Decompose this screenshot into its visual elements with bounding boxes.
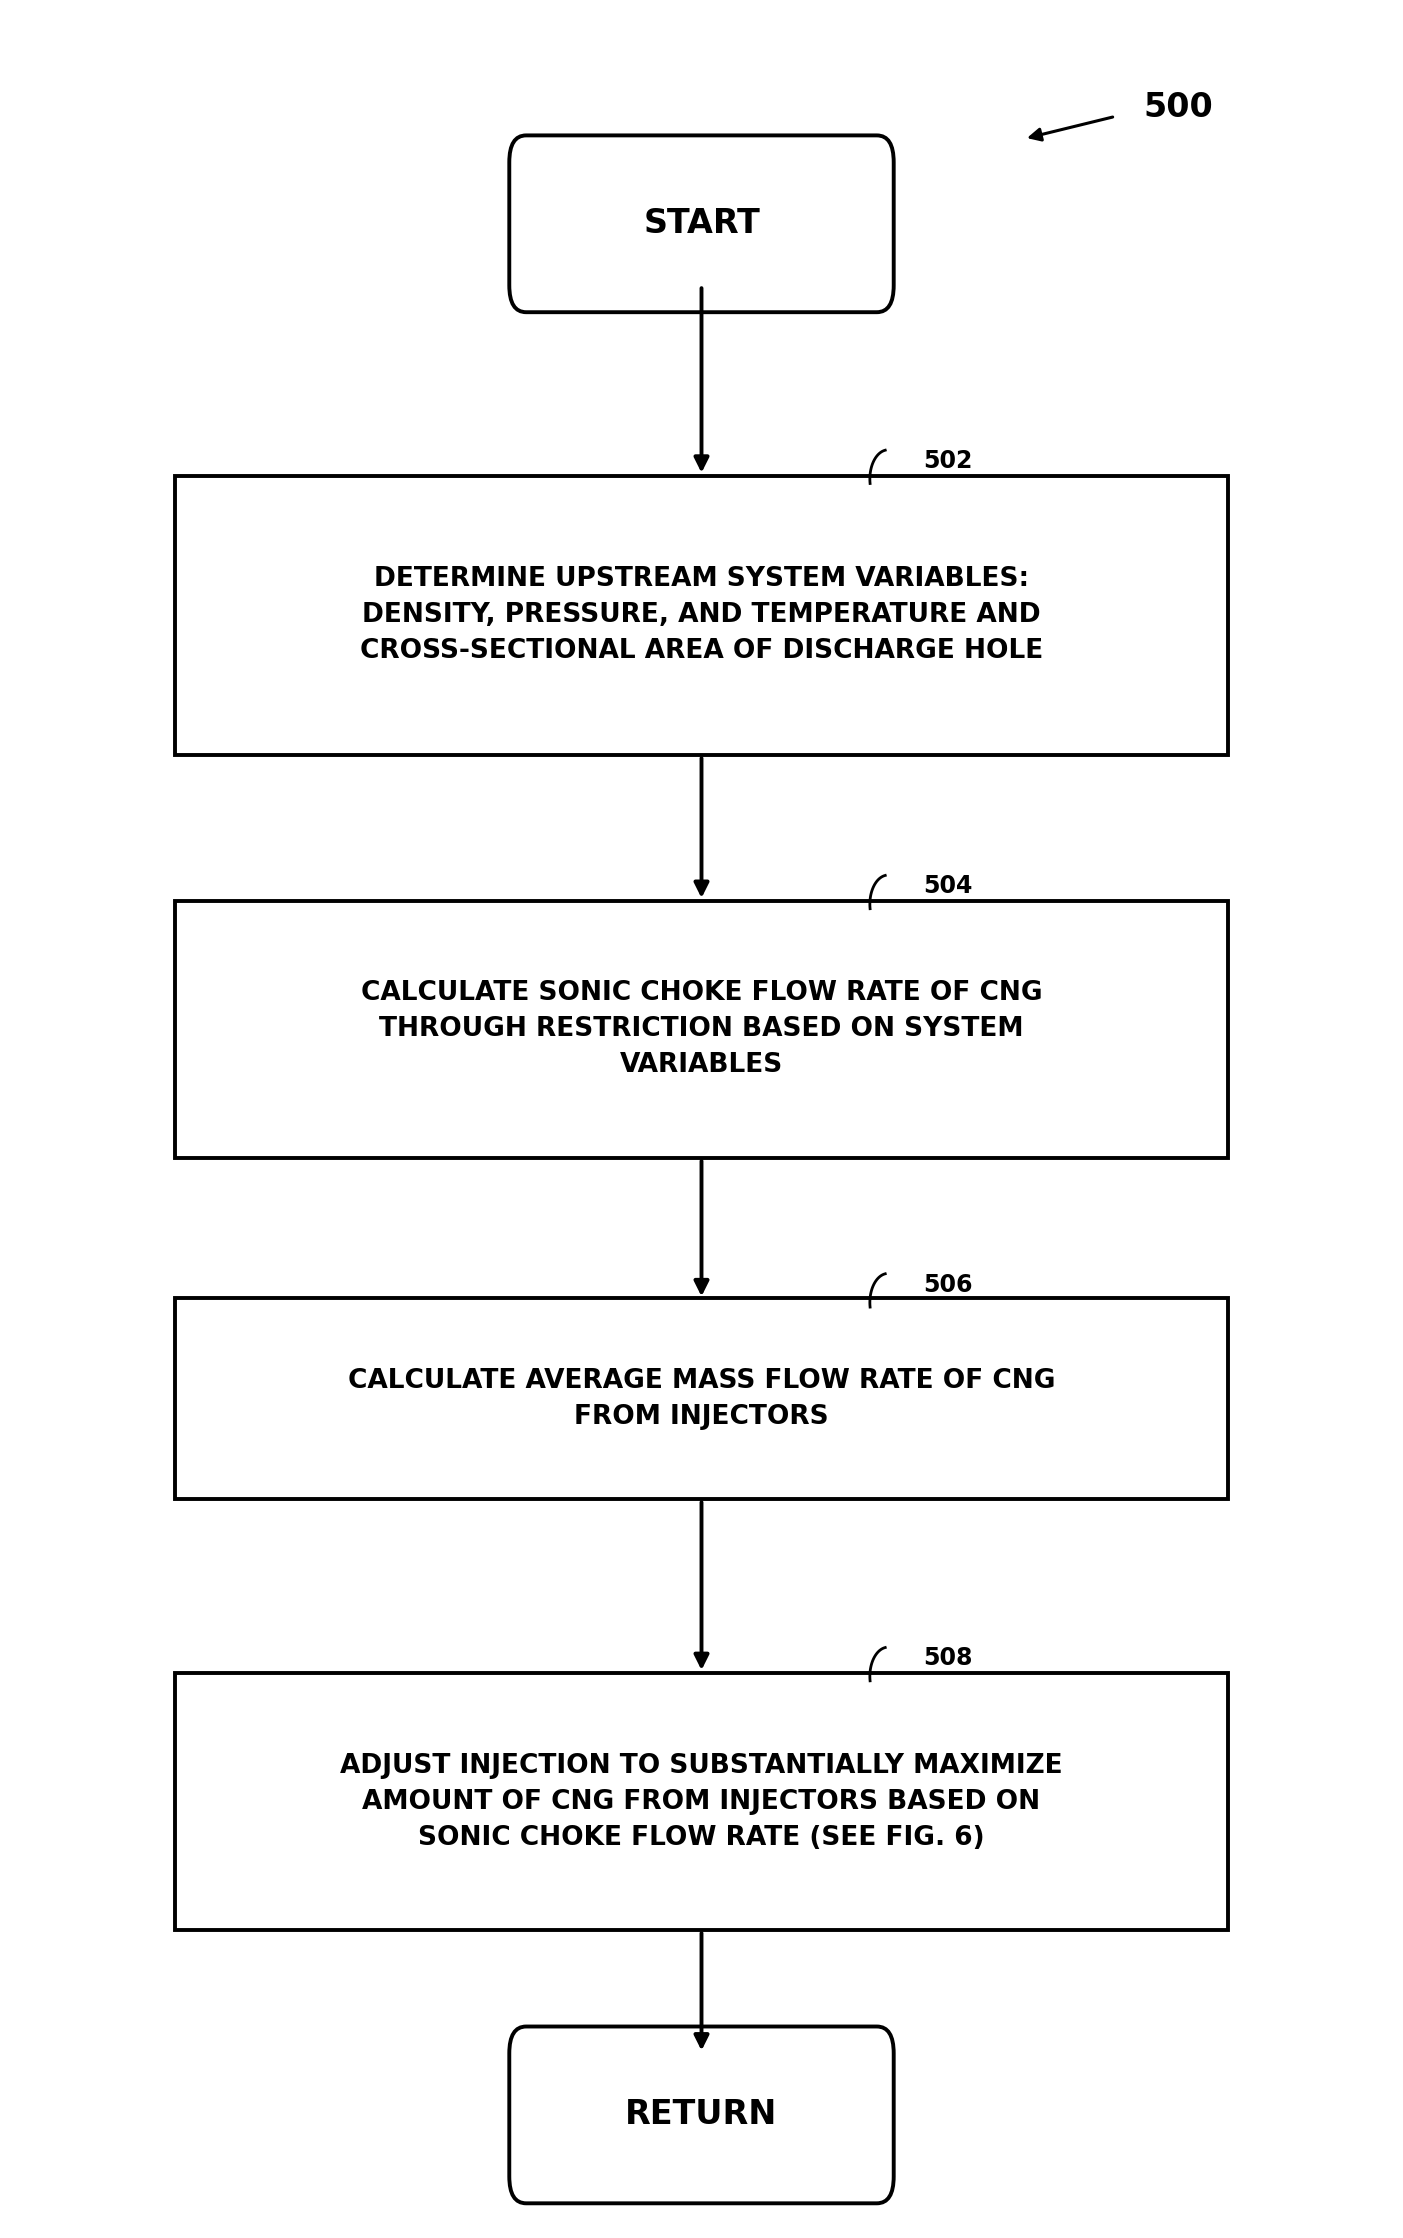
Text: CALCULATE AVERAGE MASS FLOW RATE OF CNG
FROM INJECTORS: CALCULATE AVERAGE MASS FLOW RATE OF CNG … xyxy=(348,1367,1055,1430)
Text: 508: 508 xyxy=(923,1647,972,1670)
Bar xyxy=(175,1674,1228,1929)
Text: 502: 502 xyxy=(923,450,972,472)
Text: 500: 500 xyxy=(1143,92,1214,123)
Bar xyxy=(175,1298,1228,1499)
Bar xyxy=(175,902,1228,1159)
Bar xyxy=(175,477,1228,756)
Text: 506: 506 xyxy=(923,1273,972,1296)
Text: CALCULATE SONIC CHOKE FLOW RATE OF CNG
THROUGH RESTRICTION BASED ON SYSTEM
VARIA: CALCULATE SONIC CHOKE FLOW RATE OF CNG T… xyxy=(361,980,1042,1079)
Text: RETURN: RETURN xyxy=(626,2099,777,2131)
Text: 504: 504 xyxy=(923,875,972,897)
Text: START: START xyxy=(643,208,760,239)
FancyBboxPatch shape xyxy=(509,2028,894,2202)
Text: ADJUST INJECTION TO SUBSTANTIALLY MAXIMIZE
AMOUNT OF CNG FROM INJECTORS BASED ON: ADJUST INJECTION TO SUBSTANTIALLY MAXIMI… xyxy=(340,1752,1063,1851)
FancyBboxPatch shape xyxy=(509,134,894,311)
Text: DETERMINE UPSTREAM SYSTEM VARIABLES:
DENSITY, PRESSURE, AND TEMPERATURE AND
CROS: DETERMINE UPSTREAM SYSTEM VARIABLES: DEN… xyxy=(361,566,1042,665)
